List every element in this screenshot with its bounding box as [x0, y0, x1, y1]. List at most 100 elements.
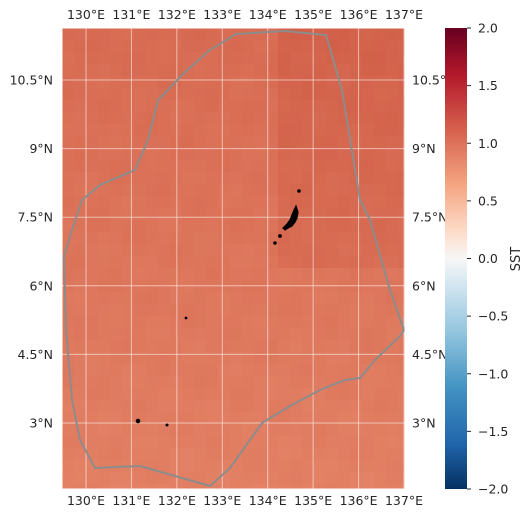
sst-cell — [290, 484, 302, 489]
sst-cell — [278, 208, 290, 220]
sst-cell — [398, 196, 405, 208]
sst-cell — [98, 292, 110, 304]
sst-cell — [230, 76, 242, 88]
sst-cell — [194, 256, 206, 268]
sst-cell — [182, 28, 194, 40]
sst-cell — [362, 76, 374, 88]
sst-cell — [362, 268, 374, 280]
sst-cell — [326, 364, 338, 376]
sst-cell — [218, 28, 230, 40]
sst-cell — [218, 208, 230, 220]
sst-cell — [74, 268, 86, 280]
sst-cell — [170, 100, 182, 112]
sst-cell — [386, 256, 398, 268]
sst-cell — [398, 136, 405, 148]
sst-cell — [302, 484, 314, 489]
sst-cell — [338, 460, 350, 472]
sst-cell — [182, 304, 194, 316]
sst-cell — [374, 268, 386, 280]
sst-cell — [74, 304, 86, 316]
sst-cell — [98, 220, 110, 232]
sst-cell — [338, 364, 350, 376]
sst-cell — [254, 376, 266, 388]
sst-cell — [398, 400, 405, 412]
sst-cell — [170, 52, 182, 64]
colorbar-tick-label: 2.0 — [478, 21, 498, 36]
sst-cell — [374, 148, 386, 160]
sst-cell — [206, 400, 218, 412]
sst-cell — [146, 340, 158, 352]
sst-cell — [158, 292, 170, 304]
sst-cell — [134, 172, 146, 184]
sst-cell — [98, 316, 110, 328]
sst-cell — [290, 436, 302, 448]
sst-cell — [62, 448, 74, 460]
palau-island — [282, 204, 299, 231]
sst-cell — [146, 424, 158, 436]
sst-cell — [266, 484, 278, 489]
sst-cell — [146, 388, 158, 400]
sst-cell — [326, 412, 338, 424]
sst-cell — [302, 220, 314, 232]
sst-cell — [182, 196, 194, 208]
sst-cell — [86, 424, 98, 436]
sst-cell — [62, 76, 74, 88]
sst-cell — [134, 184, 146, 196]
sst-cell — [218, 256, 230, 268]
sst-cell — [158, 304, 170, 316]
sst-cell — [86, 124, 98, 136]
sst-cell — [338, 232, 350, 244]
sst-cell — [338, 388, 350, 400]
sst-cell — [362, 64, 374, 76]
sst-cell — [242, 484, 254, 489]
sst-cell — [254, 328, 266, 340]
sst-cell — [302, 340, 314, 352]
sst-cell — [194, 472, 206, 484]
sst-cell — [194, 448, 206, 460]
sst-cell — [98, 40, 110, 52]
sst-cell — [122, 436, 134, 448]
sst-cell — [206, 292, 218, 304]
sst-cell — [134, 100, 146, 112]
sst-cell — [302, 244, 314, 256]
sst-cell — [242, 328, 254, 340]
sst-cell — [278, 388, 290, 400]
sst-cell — [182, 292, 194, 304]
sst-cell — [278, 28, 290, 40]
sst-cell — [266, 64, 278, 76]
sst-cell — [338, 412, 350, 424]
sst-cell — [146, 52, 158, 64]
sst-cell — [134, 220, 146, 232]
sst-cell — [74, 328, 86, 340]
sst-cell — [326, 100, 338, 112]
island-angaur — [273, 241, 277, 245]
sst-cell — [182, 244, 194, 256]
sst-cell — [74, 88, 86, 100]
sst-cell — [206, 472, 218, 484]
sst-cell — [134, 484, 146, 489]
sst-cell — [254, 160, 266, 172]
sst-cell — [110, 388, 122, 400]
sst-cell — [86, 376, 98, 388]
sst-cell — [158, 472, 170, 484]
sst-cell — [98, 148, 110, 160]
sst-cell — [374, 436, 386, 448]
sst-cell — [338, 196, 350, 208]
sst-cell — [326, 232, 338, 244]
sst-cell — [290, 160, 302, 172]
sst-cell — [386, 64, 398, 76]
sst-cell — [86, 436, 98, 448]
sst-cell — [350, 484, 362, 489]
right-lat-labels: 10.5° 9°N 7.5°N 6°N 4.5°N 3°N — [412, 73, 447, 431]
sst-cell — [206, 460, 218, 472]
colorbar-tick-label: −1.5 — [478, 424, 508, 439]
sst-cell — [362, 160, 374, 172]
sst-cell — [122, 424, 134, 436]
sst-cell — [158, 376, 170, 388]
sst-cell — [122, 100, 134, 112]
sst-cell — [338, 220, 350, 232]
sst-cell — [194, 124, 206, 136]
sst-cell — [74, 352, 86, 364]
sst-cell — [122, 328, 134, 340]
sst-cell — [230, 244, 242, 256]
